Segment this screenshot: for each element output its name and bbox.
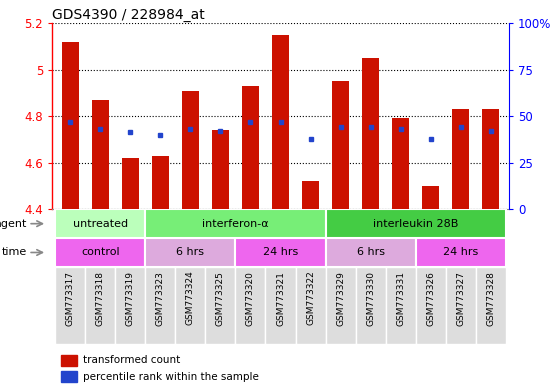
Text: interferon-α: interferon-α (202, 218, 269, 229)
Bar (116, 267, 145, 344)
Bar (55, 209, 145, 238)
Text: GSM773322: GSM773322 (306, 271, 315, 326)
Bar (453, 109, 469, 209)
Text: GSM773327: GSM773327 (456, 271, 465, 326)
Text: 6 hrs: 6 hrs (356, 247, 384, 258)
Text: GSM773331: GSM773331 (396, 271, 405, 326)
Bar (145, 209, 326, 238)
Text: time: time (2, 247, 28, 258)
Text: agent: agent (0, 218, 28, 229)
Text: GSM773318: GSM773318 (96, 271, 105, 326)
Text: percentile rank within the sample: percentile rank within the sample (83, 372, 259, 382)
Text: GSM773321: GSM773321 (276, 271, 285, 326)
Text: GDS4390 / 228984_at: GDS4390 / 228984_at (52, 8, 205, 22)
Bar (235, 267, 266, 344)
Bar (62, 41, 79, 209)
Bar (92, 100, 108, 209)
Text: 24 hrs: 24 hrs (443, 247, 478, 258)
Bar (392, 119, 409, 209)
Bar (85, 267, 116, 344)
Bar (55, 238, 145, 267)
Bar (266, 267, 295, 344)
Text: GSM773328: GSM773328 (486, 271, 495, 326)
Text: transformed count: transformed count (83, 356, 180, 366)
Bar (62, 355, 78, 366)
Text: GSM773320: GSM773320 (246, 271, 255, 326)
Bar (416, 267, 446, 344)
Text: 6 hrs: 6 hrs (177, 247, 205, 258)
Bar (476, 267, 506, 344)
Bar (182, 91, 199, 209)
Bar (356, 267, 386, 344)
Bar (212, 130, 229, 209)
Bar (326, 267, 356, 344)
Text: GSM773329: GSM773329 (336, 271, 345, 326)
Bar (302, 181, 319, 209)
Bar (235, 238, 326, 267)
Bar (446, 267, 476, 344)
Bar (205, 267, 235, 344)
Text: GSM773317: GSM773317 (66, 271, 75, 326)
Bar (145, 238, 235, 267)
Bar (416, 238, 506, 267)
Bar (242, 86, 258, 209)
Text: GSM773319: GSM773319 (126, 271, 135, 326)
Bar (326, 238, 416, 267)
Bar (145, 267, 175, 344)
Bar (362, 58, 379, 209)
Bar (386, 267, 416, 344)
Text: 24 hrs: 24 hrs (263, 247, 298, 258)
Bar (332, 81, 349, 209)
Bar (482, 109, 499, 209)
Text: untreated: untreated (73, 218, 128, 229)
Bar (152, 156, 169, 209)
Text: GSM773325: GSM773325 (216, 271, 225, 326)
Bar (62, 371, 78, 382)
Text: control: control (81, 247, 119, 258)
Bar (55, 267, 85, 344)
Text: GSM773330: GSM773330 (366, 271, 375, 326)
Bar (295, 267, 326, 344)
Text: interleukin 28B: interleukin 28B (373, 218, 458, 229)
Bar (272, 35, 289, 209)
Bar (122, 158, 139, 209)
Text: GSM773326: GSM773326 (426, 271, 435, 326)
Bar (326, 209, 506, 238)
Bar (422, 186, 439, 209)
Text: GSM773324: GSM773324 (186, 271, 195, 326)
Bar (175, 267, 205, 344)
Text: GSM773323: GSM773323 (156, 271, 165, 326)
